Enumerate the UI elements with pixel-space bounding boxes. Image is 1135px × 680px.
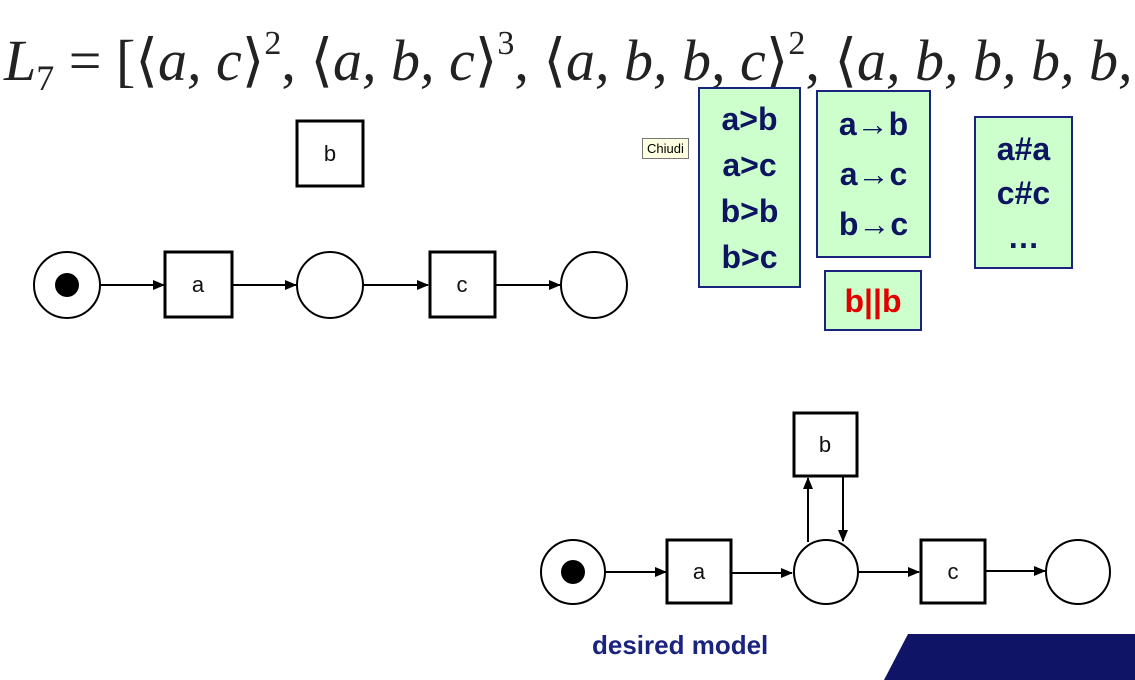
relation-item: a→b <box>838 106 909 142</box>
top-start-place <box>33 251 101 319</box>
log-formula: L7 = [⟨a, c⟩2, ⟨a, b, c⟩3, ⟨a, b, b, c⟩2… <box>4 2 1135 98</box>
trace-4: ⟨a, b, b, b, b, c⟩1 <box>834 28 1135 93</box>
trace-3: ⟨a, b, b, c⟩2 <box>543 25 806 93</box>
succession-relations-box: a>b a>c b>b b>c <box>698 87 801 288</box>
top-model: b a c <box>33 119 628 319</box>
top-middle-place <box>296 251 364 319</box>
top-transition-a: a <box>163 250 234 319</box>
formula-subscript: 7 <box>36 58 55 98</box>
relation-item: b→c <box>838 206 909 242</box>
choice-relations-box: a#a c#c … <box>974 116 1073 269</box>
trace-1: ⟨a, c⟩2 <box>135 25 282 93</box>
relation-item: a>c <box>722 146 777 183</box>
formula-symbol: L <box>4 28 37 93</box>
relation-item: b>b <box>720 192 779 229</box>
desired-middle-place <box>793 539 859 605</box>
footer-band <box>884 634 1135 680</box>
top-transition-c: c <box>428 250 497 319</box>
relation-item: … <box>1007 218 1040 255</box>
desired-end-place <box>1045 539 1111 605</box>
relation-item: a>b <box>721 100 778 137</box>
relation-item: a→c <box>839 156 908 192</box>
svg-text:a: a <box>693 559 706 584</box>
desired-transition-b: b <box>792 411 859 478</box>
top-start-token <box>55 273 79 297</box>
causality-relations-box: a→b a→c b→c <box>816 90 931 258</box>
svg-text:b: b <box>819 432 831 457</box>
top-isolated-transition-b: b <box>295 119 365 188</box>
desired-model: a b c <box>540 411 1111 605</box>
trace-2: ⟨a, b, c⟩3 <box>310 25 515 93</box>
desired-transition-a: a <box>665 538 733 605</box>
top-end-place <box>560 251 628 319</box>
svg-text:a: a <box>192 272 205 297</box>
relation-item: a#a <box>996 130 1051 167</box>
relation-item: c#c <box>996 174 1051 211</box>
desired-start-place <box>540 539 606 605</box>
relation-item: b>c <box>721 238 778 275</box>
desired-transition-c: c <box>919 538 987 605</box>
svg-text:c: c <box>457 272 468 297</box>
relation-item: b||b <box>844 282 902 319</box>
parallel-relation-box: b||b <box>824 270 922 331</box>
formula-equals: = [ <box>54 28 136 93</box>
close-tooltip[interactable]: Chiudi <box>642 138 689 159</box>
svg-text:b: b <box>324 141 336 166</box>
svg-text:c: c <box>948 559 959 584</box>
desired-model-caption: desired model <box>592 630 769 660</box>
desired-start-token <box>561 560 585 584</box>
